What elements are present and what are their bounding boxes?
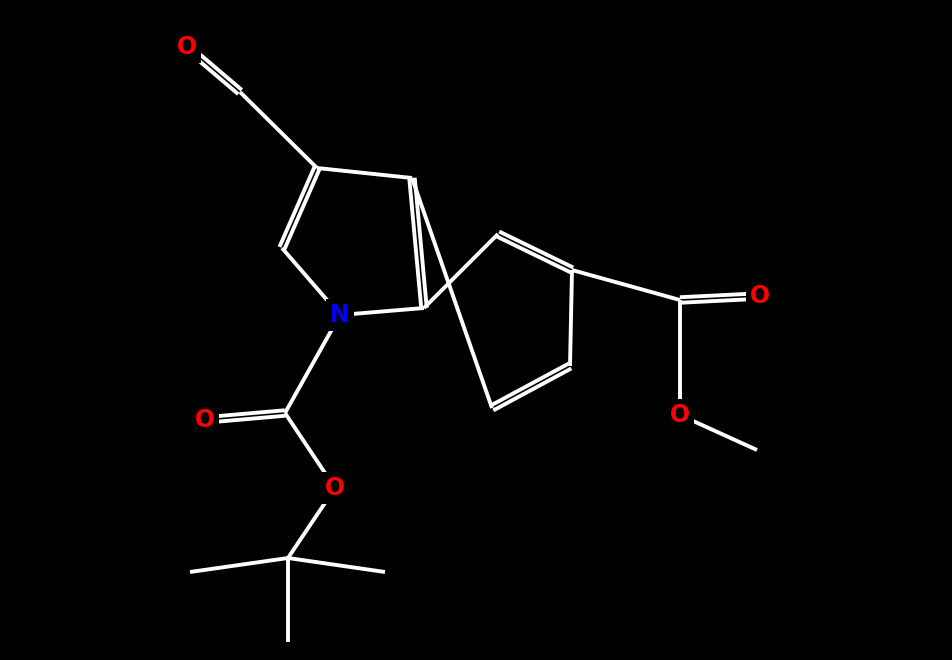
Text: O: O [750, 284, 770, 308]
Text: O: O [195, 408, 215, 432]
Text: O: O [325, 476, 345, 500]
Text: N: N [330, 303, 350, 327]
Text: O: O [670, 403, 690, 427]
Text: O: O [177, 35, 197, 59]
